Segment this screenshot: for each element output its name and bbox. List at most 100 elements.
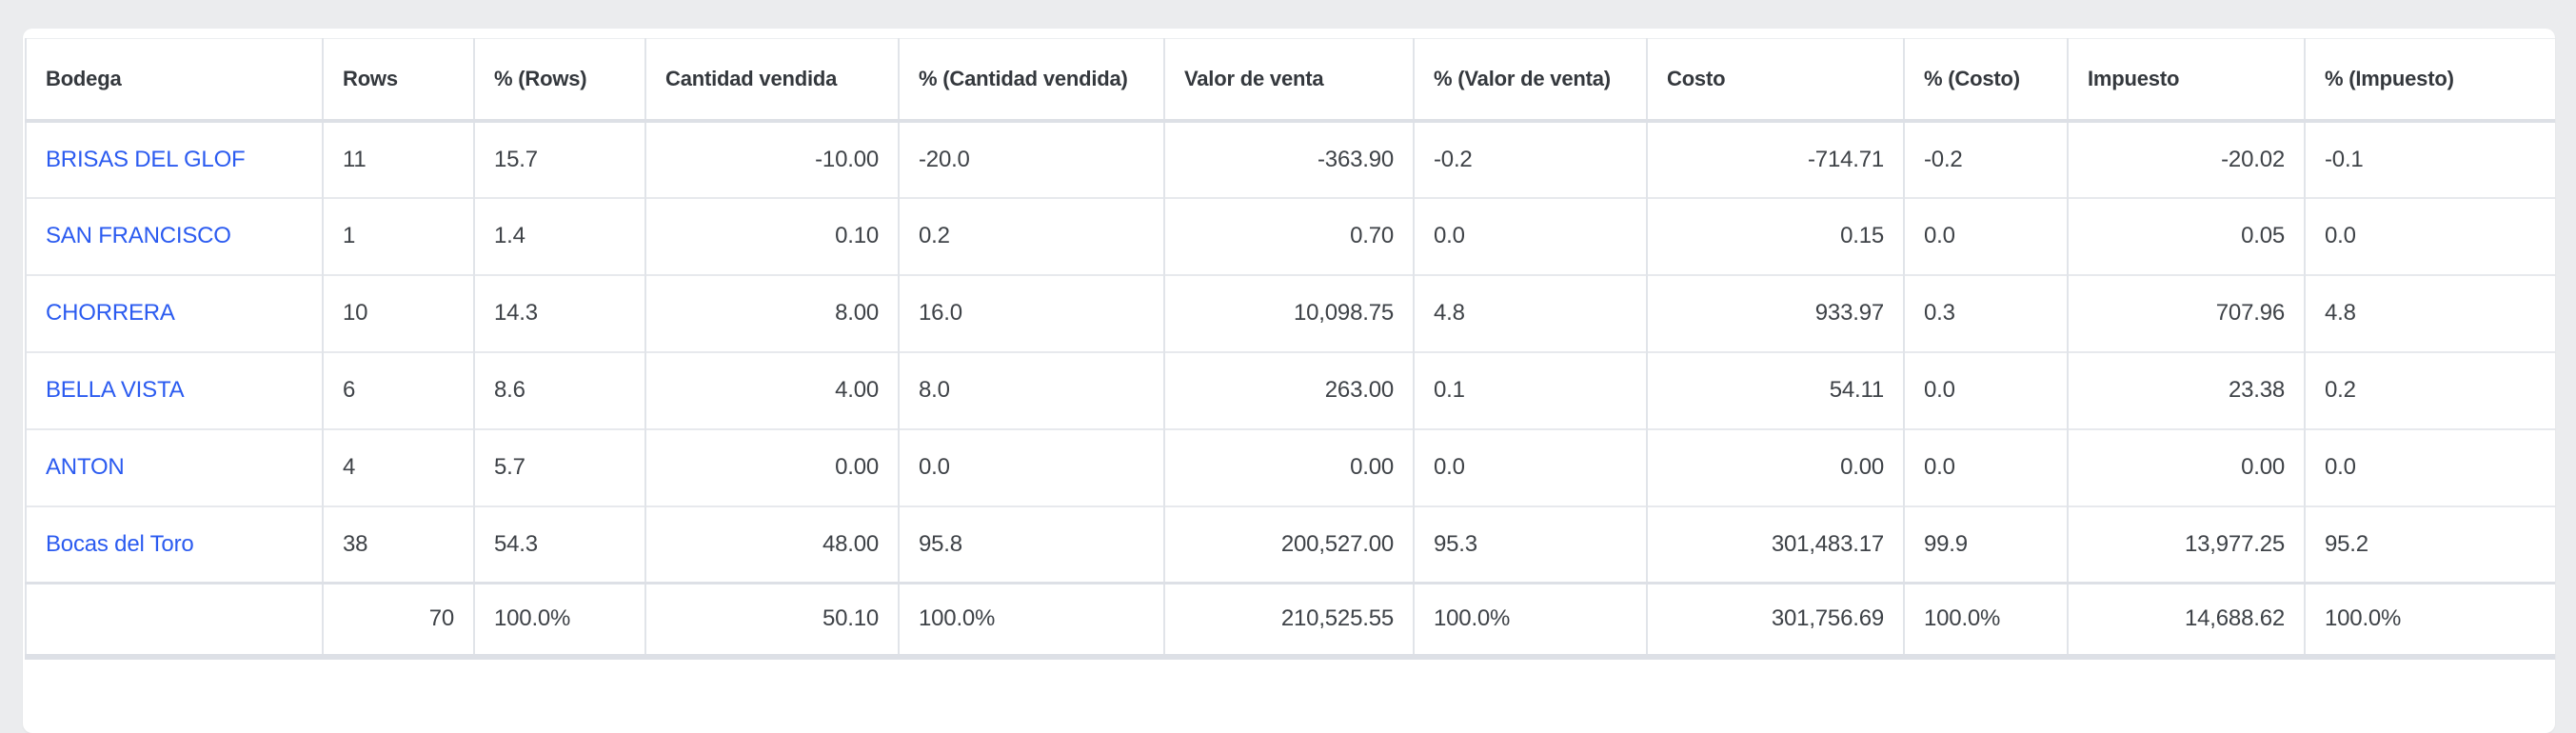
cell: 0.10 (644, 196, 899, 275)
cell: 6 (322, 350, 474, 429)
cell: 38 (322, 505, 474, 584)
total-cell: 100.0% (2304, 582, 2555, 660)
column-header-rows[interactable]: Rows (322, 38, 474, 123)
total-cell: 301,756.69 (1646, 582, 1904, 660)
table-row: BELLA VISTA 6 8.6 4.00 8.0 263.00 0.1 54.11 0.0 2… (25, 350, 2555, 429)
cell: 54.3 (473, 505, 645, 584)
cell: 1 (322, 196, 474, 275)
bodega-cell: CHORRERA (25, 273, 323, 352)
bodega-cell: BRISAS DEL GLOF (25, 120, 323, 198)
bodega-table: Bodega Rows% (Rows) Cantidad vendida% (Can… (25, 38, 2555, 660)
total-cell: 100.0% (1903, 582, 2068, 660)
cell: 8.0 (898, 350, 1164, 429)
bodega-link[interactable]: Bocas del Toro (46, 530, 194, 557)
cell: 23.38 (2067, 350, 2305, 429)
column-header-costo[interactable]: Costo (1646, 38, 1904, 123)
cell: 0.0 (1903, 427, 2068, 506)
cell: 0.2 (2304, 350, 2555, 429)
total-cell: 70 (322, 582, 474, 660)
bodega-cell: ANTON (25, 427, 323, 506)
cell: 933.97 (1646, 273, 1904, 352)
cell: -363.90 (1163, 120, 1414, 198)
cell: 0.0 (898, 427, 1164, 506)
cell: 54.11 (1646, 350, 1904, 429)
column-header-impuesto[interactable]: % (Impuesto) (2304, 38, 2555, 123)
bodega-link[interactable]: ANTON (46, 454, 125, 480)
cell: 0.0 (1903, 196, 2068, 275)
cell: -0.2 (1413, 120, 1647, 198)
cell: 0.2 (898, 196, 1164, 275)
cell: 4 (322, 427, 474, 506)
cell: 707.96 (2067, 273, 2305, 352)
bodega-link[interactable]: CHORRERA (46, 300, 175, 326)
cell: 4.00 (644, 350, 899, 429)
cell: 10 (322, 273, 474, 352)
total-cell: 100.0% (898, 582, 1164, 660)
cell: 14.3 (473, 273, 645, 352)
header-row: Bodega Rows% (Rows) Cantidad vendida% (Can… (25, 38, 2555, 123)
cell: 0.1 (1413, 350, 1647, 429)
bodega-link[interactable]: BRISAS DEL GLOF (46, 146, 246, 172)
cell: 10,098.75 (1163, 273, 1414, 352)
total-cell: 50.10 (644, 582, 899, 660)
cell: -10.00 (644, 120, 899, 198)
total-cell: 14,688.62 (2067, 582, 2305, 660)
table-card: Bodega Rows% (Rows) Cantidad vendida% (Can… (23, 29, 2555, 733)
cell: 0.00 (1646, 427, 1904, 506)
column-header-valor-de-venta[interactable]: Valor de venta (1163, 38, 1414, 123)
cell: 0.00 (644, 427, 899, 506)
bodega-link[interactable]: BELLA VISTA (46, 377, 185, 403)
bodega-cell: Bocas del Toro (25, 505, 323, 584)
cell: 0.70 (1163, 196, 1414, 275)
cell: 8.00 (644, 273, 899, 352)
cell: 0.00 (1163, 427, 1414, 506)
cell: 301,483.17 (1646, 505, 1904, 584)
column-header-costo[interactable]: % (Costo) (1903, 38, 2068, 123)
cell: 95.8 (898, 505, 1164, 584)
cell: -0.2 (1903, 120, 2068, 198)
cell: 1.4 (473, 196, 645, 275)
total-cell: 100.0% (1413, 582, 1647, 660)
table-body: BRISAS DEL GLOF 11 15.7 -10.00 -20.0 -363.90-… (25, 120, 2555, 660)
cell: -0.1 (2304, 120, 2555, 198)
cell: 8.6 (473, 350, 645, 429)
table-header: Bodega Rows% (Rows) Cantidad vendida% (Can… (25, 38, 2555, 123)
bodega-link[interactable]: SAN FRANCISCO (46, 223, 231, 248)
cell: 0.3 (1903, 273, 2068, 352)
cell: 5.7 (473, 427, 645, 506)
column-header-cantidad-vendida[interactable]: Cantidad vendida (644, 38, 899, 123)
total-cell: 100.0% (473, 582, 645, 660)
cell: 0.0 (1413, 427, 1647, 506)
cell: 16.0 (898, 273, 1164, 352)
table-row: BRISAS DEL GLOF 11 15.7 -10.00 -20.0 -363.90-… (25, 120, 2555, 198)
cell: 0.00 (2067, 427, 2305, 506)
cell: 0.05 (2067, 196, 2305, 275)
cell: 15.7 (473, 120, 645, 198)
cell: 4.8 (1413, 273, 1647, 352)
cell: 99.9 (1903, 505, 2068, 584)
total-cell: 210,525.55 (1163, 582, 1414, 660)
total-row: 70 100.0% 50.10 100.0% 210,525.55 100.0% 301,7… (25, 582, 2555, 660)
cell: 95.2 (2304, 505, 2555, 584)
column-header-impuesto[interactable]: Impuesto (2067, 38, 2305, 123)
cell: 0.15 (1646, 196, 1904, 275)
column-header-cantidad-vendida[interactable]: % (Cantidad vendida) (898, 38, 1164, 123)
cell: 263.00 (1163, 350, 1414, 429)
column-header-rows[interactable]: % (Rows) (473, 38, 645, 123)
cell: 0.0 (2304, 196, 2555, 275)
cell: 4.8 (2304, 273, 2555, 352)
cell: -20.0 (898, 120, 1164, 198)
cell: -714.71 (1646, 120, 1904, 198)
table-row: SAN FRANCISCO 1 1.4 0.10 0.2 0.70 0.0 0.15 0.0 0.… (25, 196, 2555, 275)
table-row: Bocas del Toro 38 54.3 48.00 95.8 200,527.00 9… (25, 505, 2555, 584)
table-row: CHORRERA 10 14.3 8.00 16.0 10,098.75 4.8 933.97… (25, 273, 2555, 352)
table-row: ANTON 4 5.7 0.00 0.0 0.00 0.0 0.00 0.0 0.00 0.0 (25, 427, 2555, 506)
cell: -20.02 (2067, 120, 2305, 198)
column-header-valor-de-venta[interactable]: % (Valor de venta) (1413, 38, 1647, 123)
cell: 0.0 (1413, 196, 1647, 275)
cell: 95.3 (1413, 505, 1647, 584)
cell: 13,977.25 (2067, 505, 2305, 584)
total-cell (25, 582, 323, 660)
column-header-bodega[interactable]: Bodega (25, 38, 323, 123)
cell: 0.0 (2304, 427, 2555, 506)
